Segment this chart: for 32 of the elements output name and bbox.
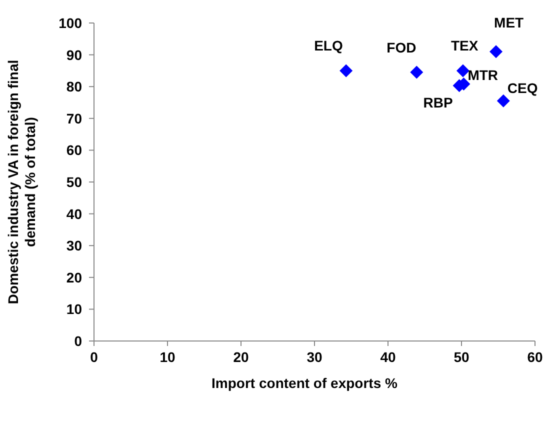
y-tick-label: 40 [66,206,82,222]
x-tick-label: 50 [454,349,470,365]
x-tick-label: 0 [90,349,98,365]
y-tick-label: 50 [66,174,82,190]
x-tick-label: 30 [306,349,322,365]
y-tick-label: 100 [58,15,82,31]
y-tick-label: 0 [74,333,82,349]
annotation: MTR [468,67,498,84]
y-tick-label: 20 [66,269,82,286]
x-tick-label: 10 [160,349,176,365]
y-tick-label: 30 [66,238,82,254]
point [490,45,503,58]
y-tick-label: 60 [66,142,82,158]
y-tick-label: 70 [66,110,82,126]
x-tick-label: 60 [527,349,543,365]
x-tick-label: 20 [233,349,249,365]
point [410,66,424,79]
annotation: TEX [450,38,479,54]
y-tick-label: 90 [66,46,82,63]
y-tick-label: 10 [66,301,82,318]
point [496,94,510,108]
point [340,64,353,78]
annotation: MET [494,14,524,31]
y-axis-title: Domestic industry VA in foreign final demand (% of total) [5,60,38,304]
annotation: ELQ [314,38,343,54]
annotation: FOD [386,39,416,56]
annotation: CEQ [507,80,538,96]
annotation: RBP [423,94,453,111]
x-tick-label: 40 [380,349,396,365]
x-axis-title: Import content of exports % [212,375,398,391]
point [456,64,470,78]
y-tick-label: 80 [66,78,82,95]
